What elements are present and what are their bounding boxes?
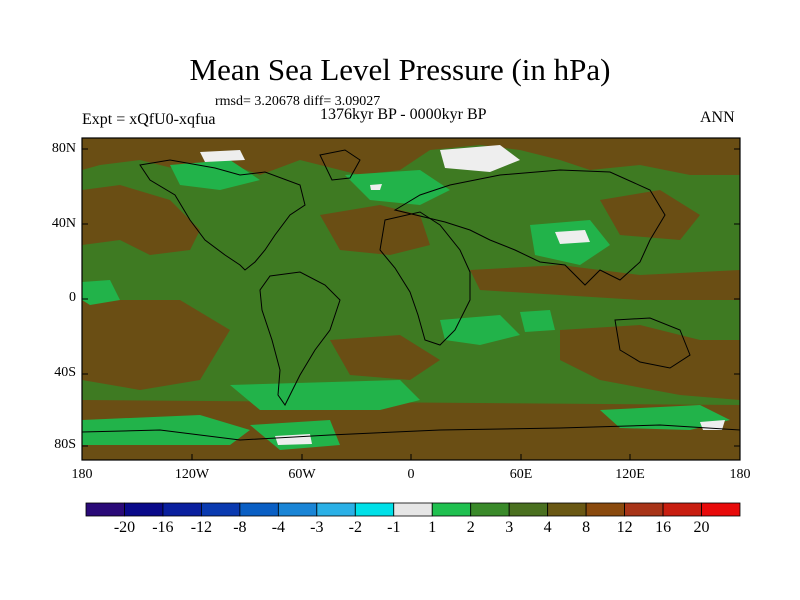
time-period: 1376kyr BP - 0000kyr BP (320, 106, 487, 123)
coastlines (82, 149, 740, 441)
colorbar-label: 8 (582, 519, 591, 536)
lat-label-40n: 40N (51, 216, 76, 231)
colorbar-label: -16 (152, 519, 174, 536)
colorbar-label: 2 (466, 519, 475, 536)
colorbar-label: 20 (693, 519, 710, 536)
lon-label-180e: 180 (729, 467, 751, 482)
lat-label-80s: 80S (54, 437, 76, 452)
colorbar-label: 3 (505, 519, 514, 536)
colorbar-swatch (585, 502, 625, 517)
colorbar-swatch (201, 502, 241, 517)
lon-label-60w: 60W (288, 467, 316, 482)
lat-label-40s: 40S (54, 365, 76, 380)
brown-anomaly-regions (82, 138, 740, 460)
colorbar-label: 16 (655, 519, 672, 536)
chart-title: Mean Sea Level Pressure (in hPa) (189, 52, 611, 87)
colorbar-swatch (85, 502, 125, 517)
lat-label-80n: 80N (51, 141, 76, 156)
lon-label-120e: 120E (615, 467, 645, 482)
colorbar-swatch (239, 502, 279, 517)
axis-ticks (81, 148, 741, 460)
colorbar-label: -8 (233, 519, 247, 536)
colorbar-swatch (162, 502, 202, 517)
lon-label-60e: 60E (509, 467, 533, 482)
colorbar-swatch (393, 502, 433, 517)
colorbar-swatch (624, 502, 664, 517)
colorbar-swatch (662, 502, 702, 517)
colorbar-label: 12 (616, 519, 633, 536)
white-anomaly-regions (200, 145, 725, 445)
lon-label-0: 0 (407, 467, 415, 482)
colorbar-label: -1 (387, 519, 401, 536)
colorbar-label: -4 (271, 519, 286, 536)
green-anomaly-regions (82, 160, 730, 450)
experiment-label: Expt = xQfU0-xqfua (82, 111, 216, 128)
season-label: ANN (700, 109, 735, 126)
colorbar-swatch (547, 502, 587, 517)
colorbar-swatch (277, 502, 318, 517)
colorbar-swatch (470, 502, 510, 517)
colorbar-label: -2 (348, 519, 362, 536)
colorbar-swatch (124, 502, 164, 517)
lat-label-0: 0 (69, 290, 76, 305)
colorbar-swatch (316, 502, 356, 517)
colorbar-label: -12 (190, 519, 213, 536)
rmsd-diff-stats: rmsd= 3.20678 diff= 3.09027 (215, 94, 381, 109)
colorbar-swatch (354, 502, 395, 517)
colorbar-swatch (431, 502, 472, 517)
map-field (82, 138, 740, 460)
colorbar-label: 1 (428, 519, 437, 536)
colorbar-swatch (701, 502, 741, 517)
colorbar-swatch (508, 502, 549, 517)
lon-label-120w: 120W (174, 467, 210, 482)
colorbar-label: 4 (543, 519, 552, 536)
colorbar-label: -20 (113, 519, 136, 536)
colorbar (85, 502, 741, 517)
lon-label-180w: 180 (71, 467, 93, 482)
colorbar-label: -3 (310, 519, 324, 536)
